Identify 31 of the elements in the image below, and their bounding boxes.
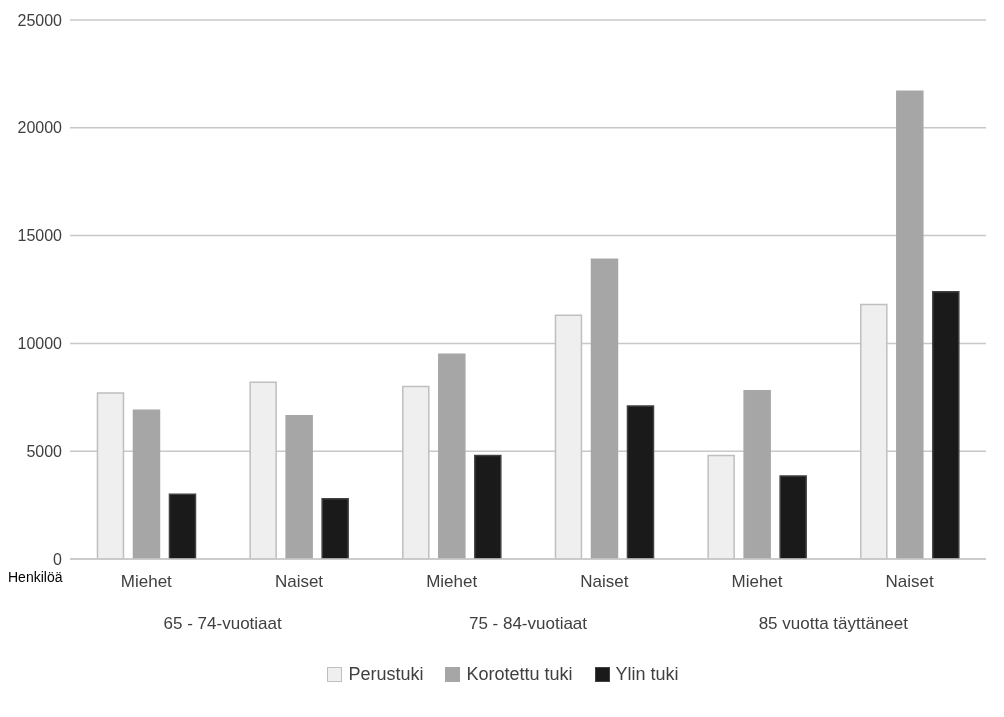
x-tick-label: Miehet xyxy=(120,572,173,591)
text: 85 vuotta täyttäneet xyxy=(758,614,909,633)
x-tick-label: Miehet xyxy=(731,572,783,591)
x-tick-label: Naiset xyxy=(274,572,324,591)
y-axis-title: Henkilöä xyxy=(8,569,63,585)
bar xyxy=(626,405,655,559)
text: 65 - 74-vuotiaat xyxy=(163,614,282,633)
y-tick-label: 0 xyxy=(53,550,63,568)
y-tick-label: 10000 xyxy=(17,335,63,353)
y-tick-label: 15000 xyxy=(17,227,63,245)
x-tick-label: Miehet xyxy=(426,572,478,591)
legend-label: Perustuki xyxy=(348,664,424,685)
y-tick-label: 5000 xyxy=(26,442,63,460)
bar xyxy=(896,90,924,559)
bar xyxy=(285,414,313,559)
y-tick-label: 25000 xyxy=(17,11,63,29)
text: 75 - 84-vuotiaat xyxy=(468,614,588,633)
bar xyxy=(438,353,466,559)
y-tick-label: 20000 xyxy=(17,119,63,137)
bar xyxy=(474,454,502,559)
bar xyxy=(590,258,619,559)
legend-label: Ylin tuki xyxy=(615,664,679,685)
bar xyxy=(743,390,771,559)
bar xyxy=(321,497,349,559)
bar xyxy=(132,409,161,559)
bar xyxy=(168,493,197,559)
x-tick-label: Naiset xyxy=(580,572,629,591)
bar xyxy=(932,290,960,559)
legend-label: Korotettu tuki xyxy=(466,664,573,685)
x-tick-label: Naiset xyxy=(885,572,935,591)
bar xyxy=(779,475,807,559)
